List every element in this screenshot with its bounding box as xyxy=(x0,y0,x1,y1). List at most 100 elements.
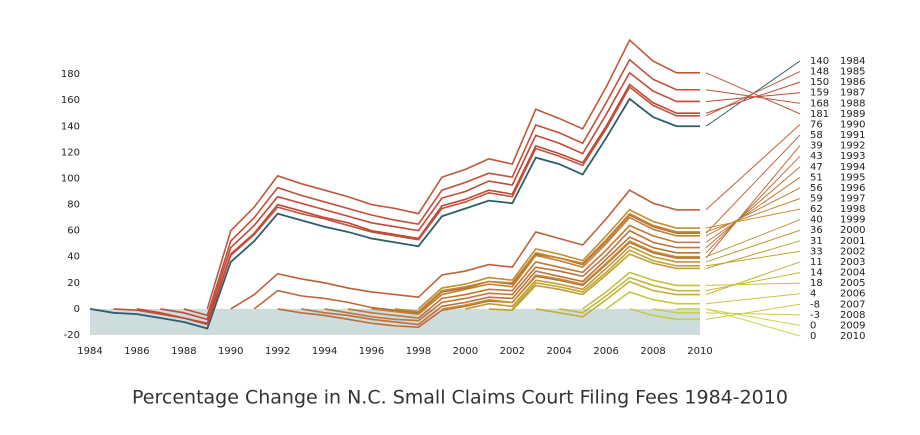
legend-label: 1998 xyxy=(840,204,865,215)
series-line xyxy=(113,85,700,326)
x-tick-label: 1992 xyxy=(265,346,290,357)
end-value-label: 31 xyxy=(810,236,823,247)
end-value-label: 47 xyxy=(810,162,823,173)
end-value-label: -8 xyxy=(810,299,820,310)
y-tick-label: 180 xyxy=(61,69,80,80)
connector xyxy=(705,166,801,248)
legend-label: 2008 xyxy=(840,310,865,321)
y-tick-label: 140 xyxy=(61,121,80,132)
connector xyxy=(705,81,801,114)
series-line xyxy=(394,212,700,313)
legend-label: 1988 xyxy=(840,98,865,109)
x-tick-label: 1984 xyxy=(77,346,102,357)
legend-label: 1985 xyxy=(840,67,865,78)
connector xyxy=(705,134,801,234)
end-value-label: 148 xyxy=(810,67,829,78)
x-tick-label: 2008 xyxy=(640,346,665,357)
end-value-label: 0 xyxy=(810,320,816,331)
legend-label: 1984 xyxy=(840,56,865,67)
legend-label: 1986 xyxy=(840,77,865,88)
connector xyxy=(705,250,801,267)
x-tick-label: 1990 xyxy=(218,346,243,357)
legend-label: 2000 xyxy=(840,225,865,236)
y-tick-label: 160 xyxy=(61,95,80,106)
series-line xyxy=(277,241,700,328)
connector xyxy=(705,176,801,243)
end-value-label: 140 xyxy=(810,56,829,67)
legend-label: 1989 xyxy=(840,109,865,120)
series-line xyxy=(511,249,700,310)
series-line xyxy=(605,291,700,310)
x-tick-label: 1986 xyxy=(124,346,149,357)
end-value-label: 43 xyxy=(810,151,823,162)
legend-label: 2004 xyxy=(840,268,865,279)
series-line xyxy=(535,280,700,318)
end-value-label: 18 xyxy=(810,278,823,289)
end-value-label: 150 xyxy=(810,77,829,88)
connector xyxy=(705,92,801,102)
legend-label: 1994 xyxy=(840,162,865,173)
end-value-label: 11 xyxy=(810,257,823,268)
legend-label: 1993 xyxy=(840,151,865,162)
y-tick-label: 80 xyxy=(67,200,80,211)
legend-label: 1999 xyxy=(840,215,865,226)
x-tick-label: 2010 xyxy=(687,346,712,357)
end-value-label: 33 xyxy=(810,246,823,257)
connector xyxy=(705,145,801,259)
series-line xyxy=(417,208,700,310)
end-value-label: 51 xyxy=(810,172,823,183)
series-line xyxy=(488,253,700,312)
y-tick-label: 40 xyxy=(67,252,80,263)
connector xyxy=(705,261,801,296)
connector xyxy=(705,272,801,292)
legend-label: 2009 xyxy=(840,320,865,331)
series-line xyxy=(371,216,700,315)
legend-label: 1996 xyxy=(840,183,865,194)
chart-title: Percentage Change in N.C. Small Claims C… xyxy=(132,387,788,409)
series-line xyxy=(465,245,700,310)
x-tick-label: 1988 xyxy=(171,346,196,357)
end-value-label: 0 xyxy=(810,331,816,342)
legend-label: 2002 xyxy=(840,246,865,257)
connector xyxy=(705,229,801,263)
connector xyxy=(705,124,801,211)
end-value-label: 14 xyxy=(810,268,823,279)
end-value-label: 76 xyxy=(810,119,823,130)
end-value-label: 62 xyxy=(810,204,823,215)
legend-label: 2006 xyxy=(840,289,865,300)
connector xyxy=(705,208,801,229)
legend-label: 2001 xyxy=(840,236,865,247)
series-line xyxy=(559,276,700,314)
end-value-label: 56 xyxy=(810,183,823,194)
y-tick-label: -20 xyxy=(64,330,80,341)
connector xyxy=(705,187,801,237)
connector xyxy=(705,240,801,269)
legend-label: 2003 xyxy=(840,257,865,268)
x-tick-label: 1996 xyxy=(359,346,384,357)
connector xyxy=(705,308,801,326)
connector xyxy=(705,293,801,305)
series-line xyxy=(582,271,700,310)
y-tick-label: 60 xyxy=(67,226,80,237)
series-line xyxy=(136,83,700,325)
legend-label: 1987 xyxy=(840,88,865,99)
end-value-label: 181 xyxy=(810,109,829,120)
end-value-label: 59 xyxy=(810,194,823,205)
x-tick-label: 2002 xyxy=(500,346,525,357)
connector xyxy=(705,89,801,104)
connector xyxy=(705,72,801,115)
legend-label: 1991 xyxy=(840,130,865,141)
series-line xyxy=(301,236,700,326)
connector xyxy=(705,308,801,337)
y-tick-label: 120 xyxy=(61,147,80,158)
series-line xyxy=(629,308,700,321)
legend-label: 2010 xyxy=(840,331,865,342)
x-tick-label: 1998 xyxy=(406,346,431,357)
series-line xyxy=(324,229,700,322)
series-line xyxy=(253,213,700,314)
x-tick-label: 2006 xyxy=(593,346,618,357)
series-line xyxy=(652,308,700,314)
legend-label: 1997 xyxy=(840,194,865,205)
y-tick-label: 0 xyxy=(74,304,80,315)
